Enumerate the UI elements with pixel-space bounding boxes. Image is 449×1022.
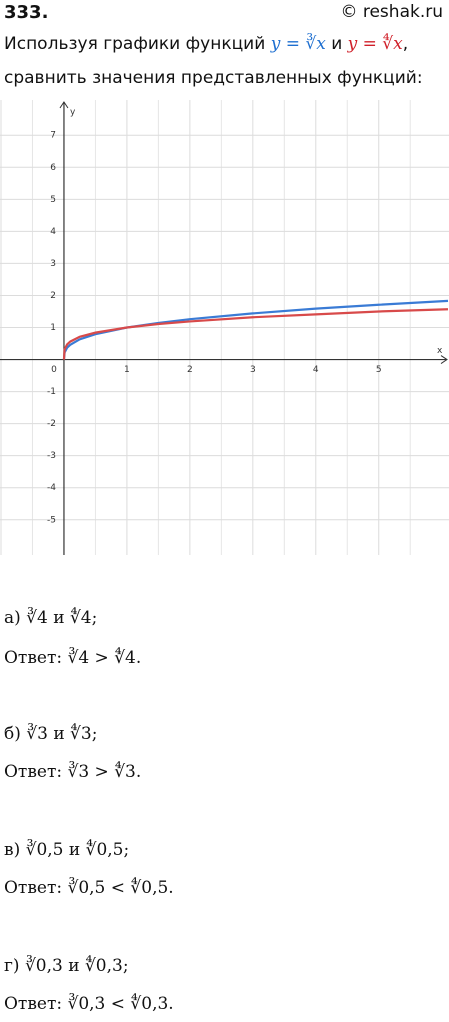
y-tick-label: -4: [47, 483, 56, 493]
x-tick-label: 4: [313, 365, 319, 375]
y-tick-label: 4: [50, 227, 56, 237]
y-tick-label: 3: [50, 259, 56, 269]
function: y = ∛x: [270, 34, 326, 54]
chart: x y 0 1 2 3 4 5 -5 -4 -3 -2 -1 1 2 3 4 5 6 7: [0, 100, 449, 555]
function: y = ∜x: [347, 34, 403, 54]
x-tick-label: 1: [124, 365, 130, 375]
intro-line: сравнить значения представленных функций…: [4, 68, 423, 88]
x-tick-label: 3: [250, 365, 256, 375]
task-number: 333.: [4, 2, 49, 23]
y-tick-label: -5: [47, 515, 56, 525]
question: г) ∛0,3 и ∜0,3;: [4, 956, 129, 976]
y-tick-label: -2: [47, 419, 56, 429]
intro-text: ,: [402, 34, 409, 54]
intro-text: Используя графики функций: [4, 34, 266, 54]
answer: Ответ: ∛3 > ∜3.: [4, 762, 142, 782]
answer: Ответ: ∛0,3 < ∜0,3.: [4, 994, 174, 1014]
x-tick-label: 0: [51, 365, 57, 375]
question: а) ∛4 и ∜4;: [4, 608, 98, 628]
y-tick-label: 7: [50, 131, 56, 141]
question: в) ∛0,5 и ∜0,5;: [4, 840, 130, 860]
y-tick-label: -1: [47, 387, 56, 397]
y-tick-label: 6: [50, 163, 56, 173]
question: б) ∛3 и ∜3;: [4, 724, 98, 744]
y-axis-label: y: [70, 108, 76, 118]
y-tick-label: -3: [47, 451, 56, 461]
y-tick-label: 2: [50, 291, 56, 301]
answer: Ответ: ∛0,5 < ∜0,5.: [4, 878, 174, 898]
curve: [62, 308, 449, 360]
copyright: © reshak.ru: [340, 2, 443, 22]
intro-line: Используя графики функций y = ∛x и y = ∜…: [4, 34, 408, 54]
x-tick-label: 2: [187, 365, 193, 375]
arrow: [440, 355, 448, 364]
curve: [62, 299, 449, 360]
x-tick-label: 5: [376, 365, 382, 375]
answer: Ответ: ∛4 > ∜4.: [4, 648, 142, 668]
arrow: [59, 101, 69, 109]
x-axis-label: x: [437, 346, 443, 356]
intro-text: и: [331, 34, 343, 54]
y-tick-label: 5: [50, 195, 56, 205]
y-tick-label: 1: [50, 323, 56, 333]
